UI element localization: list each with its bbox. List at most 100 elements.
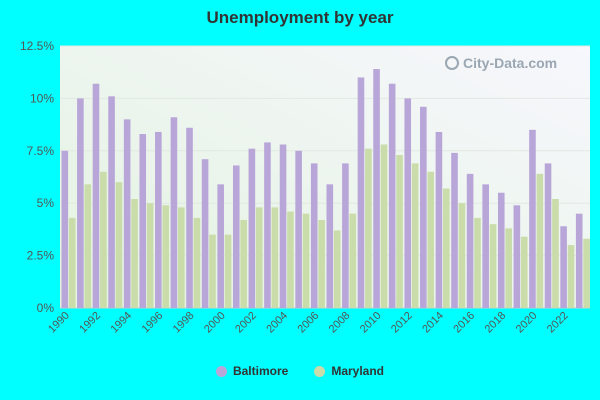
bar-baltimore-2008[interactable]	[342, 163, 349, 308]
bar-maryland-2010[interactable]	[380, 144, 388, 308]
bar-baltimore-2014[interactable]	[435, 131, 443, 308]
watermark-text: City-Data.com	[463, 55, 558, 71]
bar-baltimore-2016[interactable]	[466, 173, 474, 308]
bar-maryland-2016[interactable]	[474, 217, 481, 308]
x-tick-label: 2018	[483, 310, 509, 336]
y-tick-label: 0%	[37, 301, 55, 315]
y-tick-label: 12.5%	[20, 39, 54, 53]
bar-maryland-2004[interactable]	[287, 211, 294, 308]
bar-baltimore-2018[interactable]	[497, 192, 505, 308]
bar-maryland-1995[interactable]	[146, 203, 154, 308]
bar-maryland-1998[interactable]	[193, 217, 201, 308]
x-tick-label: 2000	[202, 310, 228, 336]
bar-baltimore-2011[interactable]	[388, 83, 396, 308]
bar-baltimore-2013[interactable]	[420, 106, 427, 308]
legend-item-maryland[interactable]: Maryland	[314, 364, 384, 378]
bar-maryland-2020[interactable]	[536, 173, 544, 308]
bar-baltimore-2022[interactable]	[560, 226, 567, 308]
bar-maryland-2002[interactable]	[255, 207, 263, 308]
bar-maryland-2019[interactable]	[520, 236, 528, 308]
bar-maryland-1991[interactable]	[84, 184, 92, 308]
bar-baltimore-1993[interactable]	[108, 96, 115, 308]
legend-swatch-baltimore	[215, 365, 227, 377]
chart-title: Unemployment by year	[206, 8, 394, 27]
bar-baltimore-2023[interactable]	[575, 213, 583, 308]
bar-baltimore-2002[interactable]	[248, 148, 256, 308]
bar-baltimore-2006[interactable]	[310, 163, 318, 308]
bar-baltimore-1990[interactable]	[61, 150, 69, 308]
magnifier-icon	[445, 56, 459, 70]
bar-baltimore-1996[interactable]	[155, 131, 162, 308]
bar-baltimore-1994[interactable]	[123, 119, 131, 308]
bar-baltimore-2009[interactable]	[357, 77, 365, 308]
bar-maryland-2017[interactable]	[489, 224, 497, 308]
bar-maryland-1990[interactable]	[68, 217, 76, 308]
bar-maryland-2012[interactable]	[411, 163, 419, 308]
x-tick-label: 1996	[140, 310, 166, 336]
bar-baltimore-2012[interactable]	[404, 98, 412, 309]
bar-maryland-2005[interactable]	[302, 213, 310, 308]
x-tick-label: 2016	[451, 310, 477, 336]
bar-maryland-2003[interactable]	[271, 207, 279, 308]
y-tick-label: 5%	[37, 196, 55, 210]
bar-maryland-2007[interactable]	[333, 230, 341, 308]
bar-maryland-2018[interactable]	[505, 228, 512, 308]
bar-maryland-1993[interactable]	[115, 182, 123, 308]
bar-maryland-1994[interactable]	[131, 199, 138, 308]
bar-baltimore-2021[interactable]	[544, 163, 552, 308]
bar-maryland-2023[interactable]	[583, 238, 590, 308]
bar-baltimore-2005[interactable]	[295, 150, 302, 308]
bar-maryland-1999[interactable]	[209, 234, 216, 308]
bar-maryland-1996[interactable]	[162, 205, 170, 308]
x-tick-label: 1992	[77, 310, 103, 336]
x-tick-label: 1994	[108, 310, 134, 336]
x-tick-label: 2006	[296, 310, 322, 336]
bar-maryland-2001[interactable]	[240, 219, 247, 308]
watermark: City-Data.com	[445, 55, 557, 71]
bar-baltimore-2003[interactable]	[264, 142, 271, 308]
bar-baltimore-1991[interactable]	[77, 98, 84, 309]
bar-baltimore-2010[interactable]	[373, 69, 380, 308]
bar-baltimore-1995[interactable]	[139, 134, 147, 308]
x-tick-label: 2008	[327, 310, 353, 336]
legend-label-maryland: Maryland	[331, 364, 385, 378]
legend-item-baltimore[interactable]: Baltimore	[215, 364, 289, 378]
x-tick-label: 2012	[389, 310, 415, 336]
bar-maryland-2015[interactable]	[458, 203, 466, 308]
bar-maryland-2022[interactable]	[567, 245, 575, 308]
bar-baltimore-1999[interactable]	[201, 159, 209, 308]
bar-baltimore-2020[interactable]	[529, 129, 536, 308]
y-tick-label: 2.5%	[27, 249, 55, 263]
x-tick-label: 2004	[264, 310, 290, 336]
bar-baltimore-2004[interactable]	[279, 144, 287, 308]
x-tick-label: 2020	[514, 310, 540, 336]
bar-baltimore-1992[interactable]	[92, 83, 100, 308]
bar-baltimore-1998[interactable]	[186, 127, 193, 309]
bar-maryland-2011[interactable]	[396, 154, 403, 308]
bar-maryland-2008[interactable]	[349, 213, 357, 308]
legend-label-baltimore: Baltimore	[232, 364, 289, 378]
legend: Baltimore Maryland	[0, 364, 600, 378]
x-tick-label: 2014	[420, 310, 446, 336]
bar-baltimore-2019[interactable]	[513, 205, 521, 308]
bar-maryland-2013[interactable]	[427, 171, 435, 308]
bar-maryland-2014[interactable]	[443, 188, 450, 308]
bar-baltimore-2017[interactable]	[482, 184, 489, 308]
bar-baltimore-2015[interactable]	[451, 152, 458, 308]
y-tick-label: 10%	[30, 91, 54, 105]
bar-baltimore-2000[interactable]	[217, 184, 224, 308]
x-tick-label: 1998	[171, 310, 197, 336]
legend-swatch-maryland	[314, 365, 326, 377]
bar-baltimore-1997[interactable]	[170, 117, 178, 308]
bar-baltimore-2007[interactable]	[326, 184, 334, 308]
bar-maryland-2000[interactable]	[224, 234, 232, 308]
x-tick-label: 2010	[358, 310, 384, 336]
bar-maryland-2006[interactable]	[318, 219, 325, 308]
bar-maryland-2009[interactable]	[365, 148, 372, 308]
bar-maryland-2021[interactable]	[552, 199, 559, 308]
bar-baltimore-2001[interactable]	[232, 165, 240, 308]
bar-maryland-1997[interactable]	[178, 207, 185, 308]
bar-maryland-1992[interactable]	[100, 171, 107, 308]
x-tick-label: 2002	[233, 310, 259, 336]
